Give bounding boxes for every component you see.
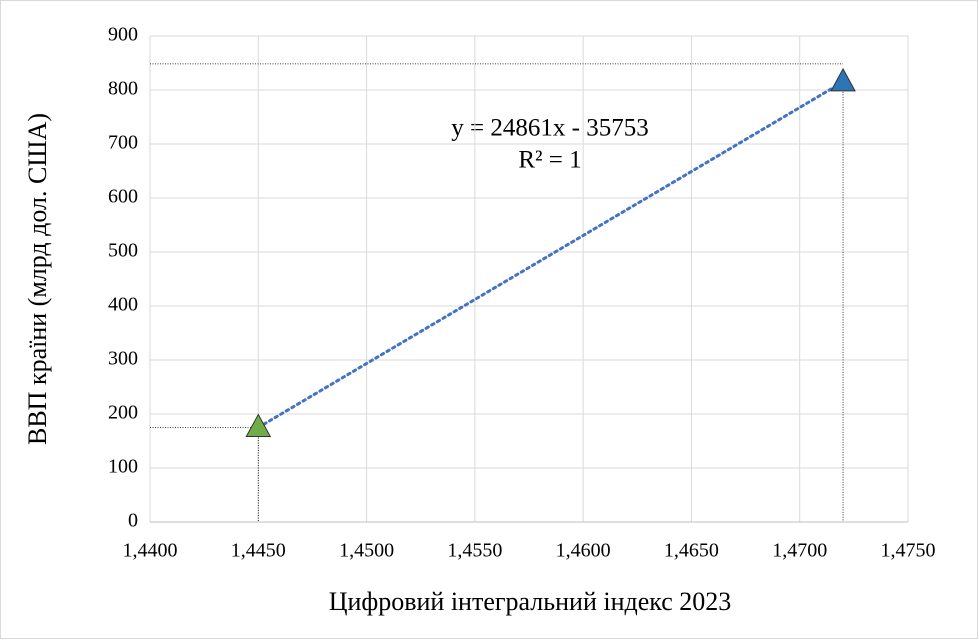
- x-tick-label: 1,4500: [339, 540, 394, 562]
- x-tick-label: 1,4450: [231, 540, 286, 562]
- y-tick-label: 600: [108, 186, 138, 208]
- x-tick-label: 1,4750: [881, 540, 936, 562]
- data-point: [245, 413, 272, 437]
- y-tick-label: 400: [108, 294, 138, 316]
- x-tick-label: 1,4550: [447, 540, 502, 562]
- y-tick-label: 200: [108, 402, 138, 424]
- trendline: [256, 80, 845, 429]
- y-tick-label: 700: [108, 132, 138, 154]
- y-tick-label: 100: [108, 456, 138, 478]
- y-tick-label: 900: [108, 24, 138, 46]
- y-tick-label: 800: [108, 78, 138, 100]
- y-axis-title: ВВП країни (млрд дол. США): [23, 113, 52, 445]
- x-tick-label: 1,4400: [123, 540, 178, 562]
- x-tick-label: 1,4700: [772, 540, 827, 562]
- y-tick-label: 0: [128, 510, 138, 532]
- data-point: [830, 67, 856, 92]
- x-tick-label: 1,4650: [664, 540, 719, 562]
- trendline-equation: y = 24861x - 35753: [451, 115, 648, 142]
- y-tick-label: 300: [108, 348, 138, 370]
- x-axis-title: Цифровий інтегральний індекс 2023: [329, 587, 732, 616]
- y-tick-label: 500: [108, 240, 138, 262]
- trendline-r2: R² = 1: [518, 147, 581, 174]
- x-tick-label: 1,4600: [556, 540, 611, 562]
